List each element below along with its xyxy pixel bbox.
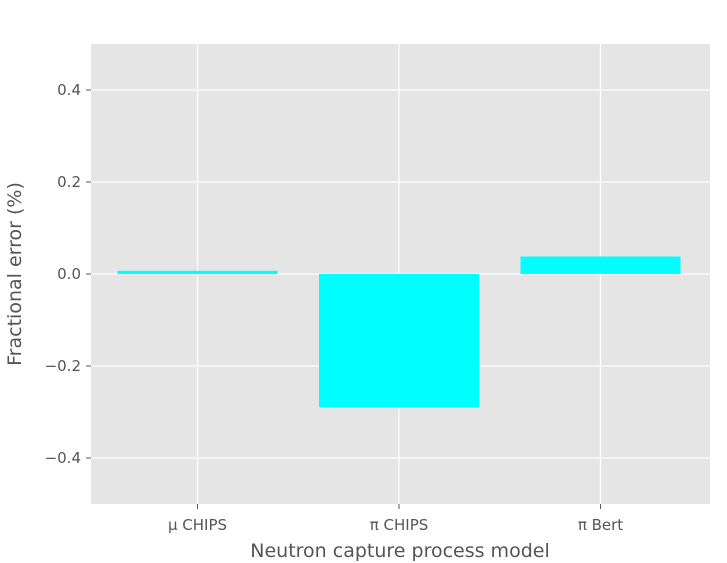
bar	[319, 274, 479, 408]
bars	[117, 256, 681, 408]
x-axis-label: Neutron capture process model	[250, 540, 549, 562]
y-tick-label: −0.2	[45, 357, 81, 375]
x-tick-label: π CHIPS	[370, 516, 429, 534]
bar	[117, 270, 278, 274]
y-tick-labels: −0.4 −0.2 0.0 0.2 0.4	[45, 81, 91, 467]
y-tick-label: 0.2	[57, 173, 81, 191]
x-tick-labels: μ CHIPS π CHIPS π Bert	[168, 504, 623, 534]
y-axis-label: Fractional error (%)	[4, 182, 26, 366]
bar	[520, 256, 681, 274]
y-tick-label: 0.4	[57, 81, 81, 99]
x-tick-label: μ CHIPS	[168, 516, 227, 534]
y-tick-label: 0.0	[57, 265, 81, 283]
x-tick-label: π Bert	[578, 516, 623, 534]
y-tick-label: −0.4	[45, 449, 81, 467]
